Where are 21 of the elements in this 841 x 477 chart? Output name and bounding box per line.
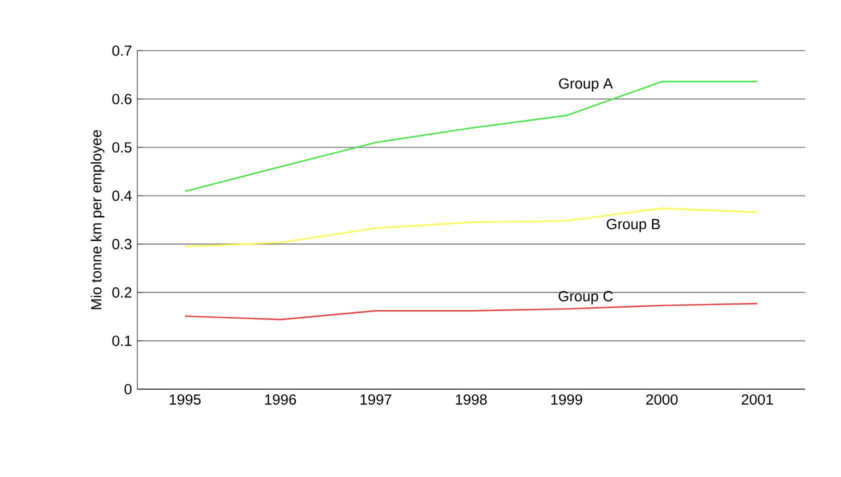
- y-axis-title: Mio tonne km per employee: [90, 130, 104, 310]
- series-label: Group C: [558, 290, 613, 304]
- y-tick-label: 0.6: [112, 94, 132, 104]
- series-label: Group B: [606, 218, 660, 232]
- x-tick-label: 1999: [551, 394, 582, 405]
- y-tick-label: 0.2: [112, 287, 132, 298]
- y-tick-label: 0.3: [112, 238, 132, 250]
- line-series: [184, 302, 758, 320]
- y-tick-label: 0.1: [112, 336, 132, 346]
- y-tick-label: 0.7: [112, 45, 132, 56]
- series-label: Group A: [559, 78, 613, 92]
- y-tick-label: 0.4: [112, 190, 132, 201]
- x-tick-label: 1995: [170, 394, 201, 405]
- x-tick-label: 1997: [360, 394, 392, 405]
- x-tick-label: 2000: [646, 394, 678, 405]
- y-tick-label: 0.5: [112, 142, 132, 152]
- line-series: [184, 208, 758, 248]
- x-tick-label: 2001: [742, 394, 773, 405]
- y-tick-label: 0: [124, 384, 132, 394]
- x-tick-label: 1996: [265, 394, 296, 405]
- x-tick-label: 1998: [456, 394, 487, 405]
